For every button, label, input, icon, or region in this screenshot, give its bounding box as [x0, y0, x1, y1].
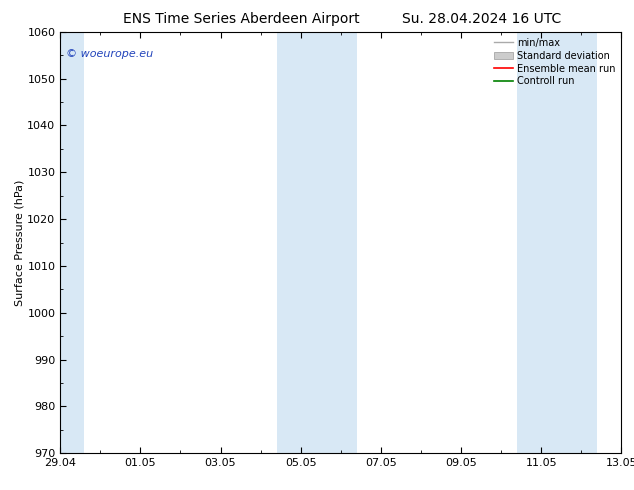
Bar [276, 32, 357, 453]
Text: Su. 28.04.2024 16 UTC: Su. 28.04.2024 16 UTC [402, 12, 562, 26]
Y-axis label: Surface Pressure (hPa): Surface Pressure (hPa) [15, 179, 25, 306]
Bar [517, 32, 597, 453]
Text: ENS Time Series Aberdeen Airport: ENS Time Series Aberdeen Airport [122, 12, 359, 26]
Legend: min/max, Standard deviation, Ensemble mean run, Controll run: min/max, Standard deviation, Ensemble me… [489, 34, 619, 90]
Bar [60, 32, 84, 453]
Text: © woeurope.eu: © woeurope.eu [66, 49, 153, 59]
